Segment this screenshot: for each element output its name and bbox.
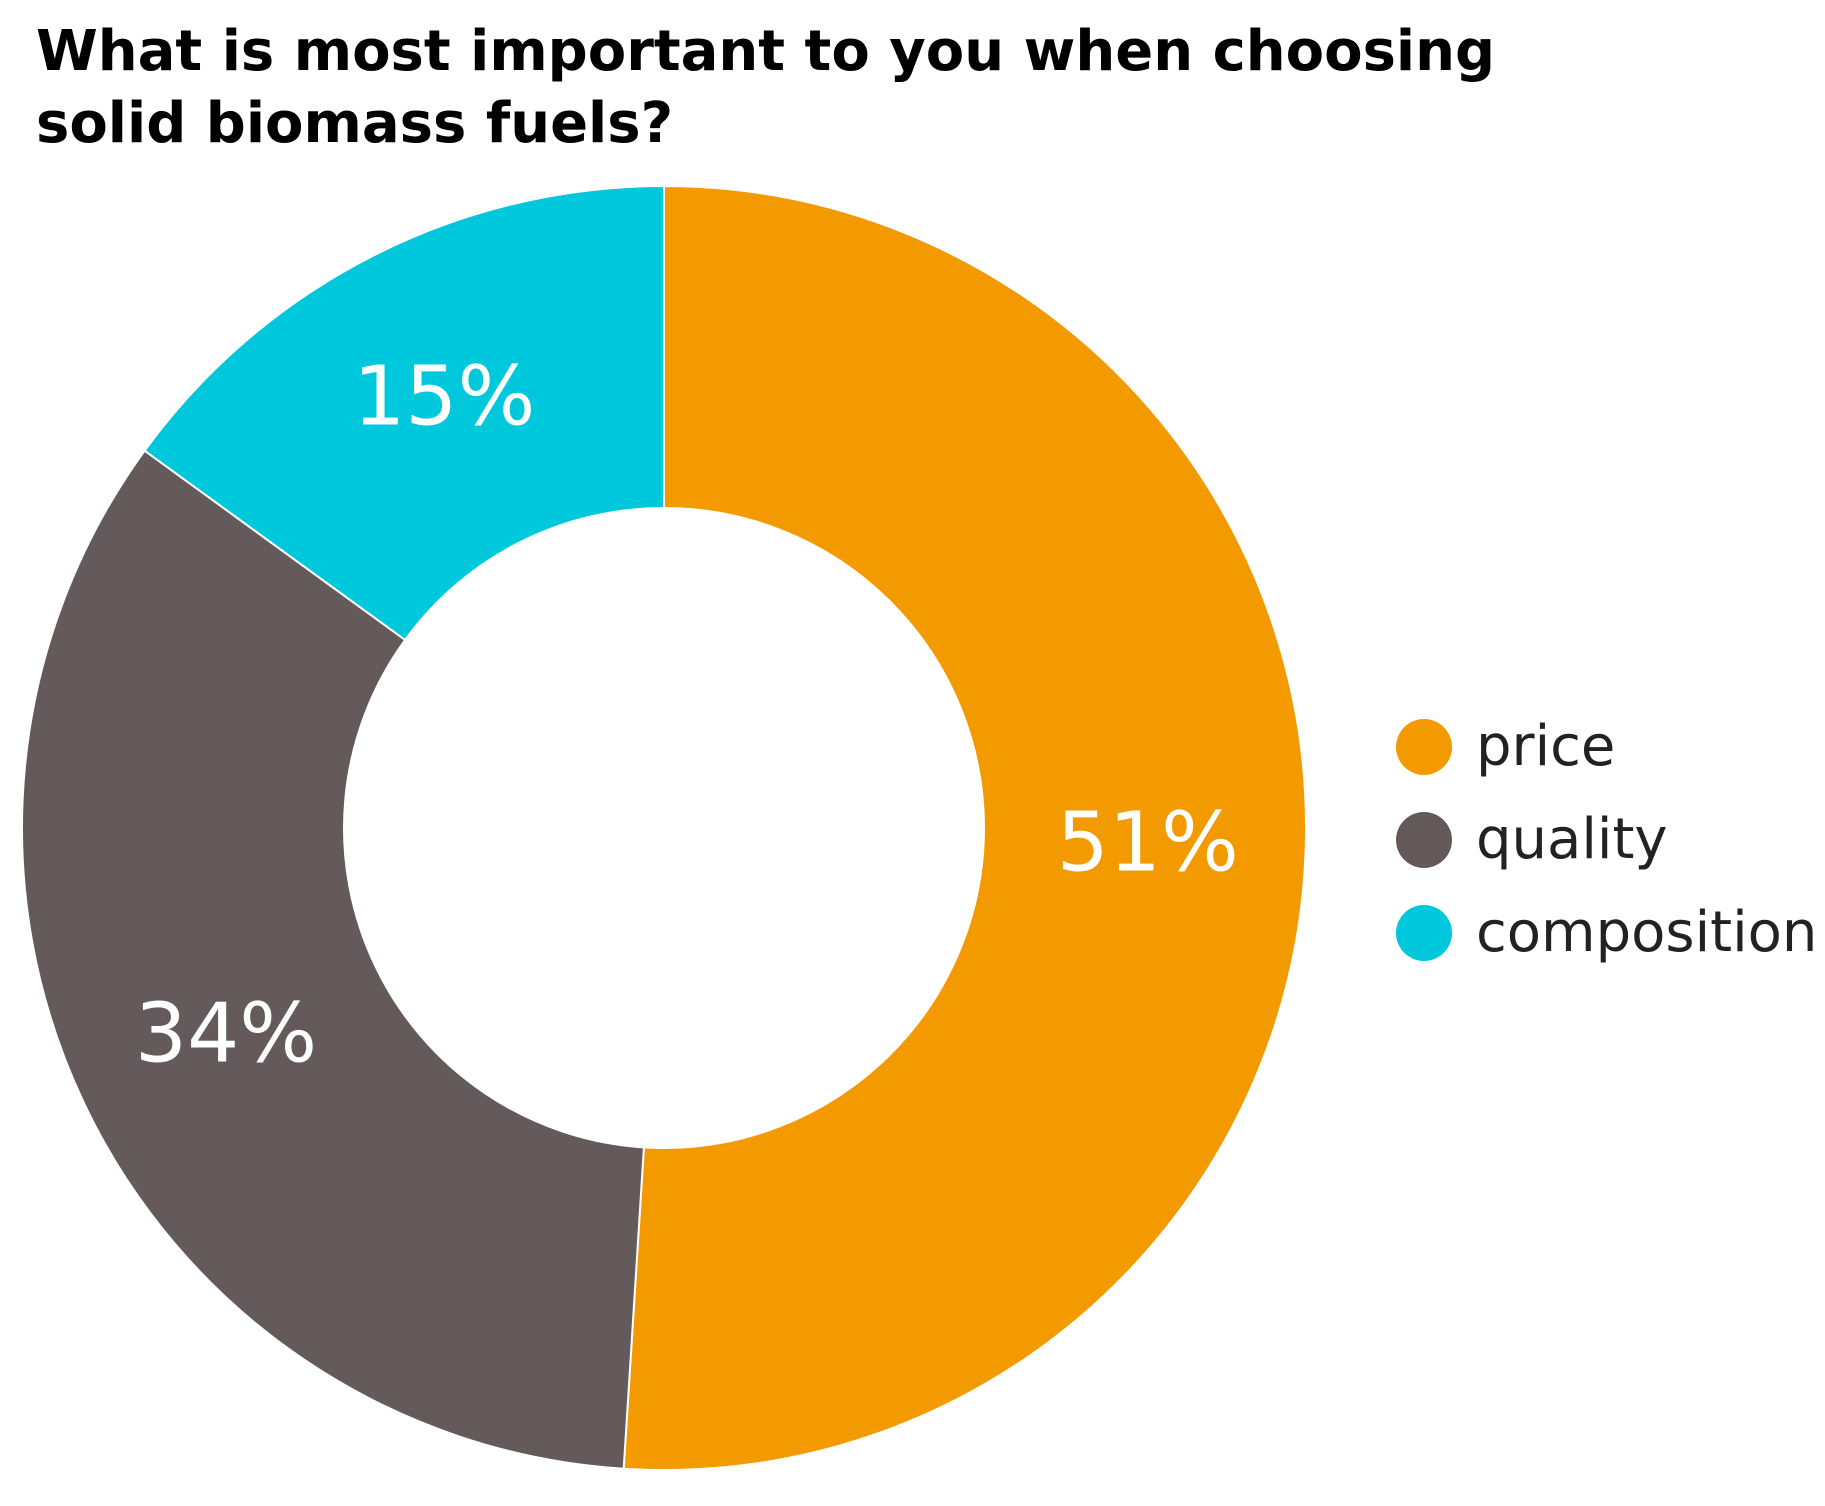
legend-item-composition: composition — [1396, 886, 1817, 979]
legend: price quality composition — [1396, 700, 1817, 979]
donut-slices — [21, 184, 1308, 1471]
legend-label-composition: composition — [1476, 900, 1818, 965]
legend-swatch-price — [1396, 718, 1452, 775]
legend-swatch-composition — [1396, 904, 1452, 961]
legend-item-price: price — [1396, 700, 1817, 793]
legend-label-quality: quality — [1476, 807, 1668, 872]
slice-composition — [143, 184, 665, 642]
slice-label-price: 51% — [1057, 796, 1239, 891]
legend-item-quality: quality — [1396, 793, 1817, 886]
slice-label-composition: 15% — [353, 349, 535, 444]
slice-price — [622, 184, 1308, 1471]
chart-title: What is most important to you when choos… — [36, 19, 1496, 156]
slice-label-quality: 34% — [135, 987, 317, 1082]
legend-label-price: price — [1476, 714, 1616, 779]
legend-swatch-quality — [1396, 811, 1452, 868]
slice-quality — [21, 449, 645, 1470]
slice-labels: 51% 34% 15% — [135, 349, 1239, 1081]
